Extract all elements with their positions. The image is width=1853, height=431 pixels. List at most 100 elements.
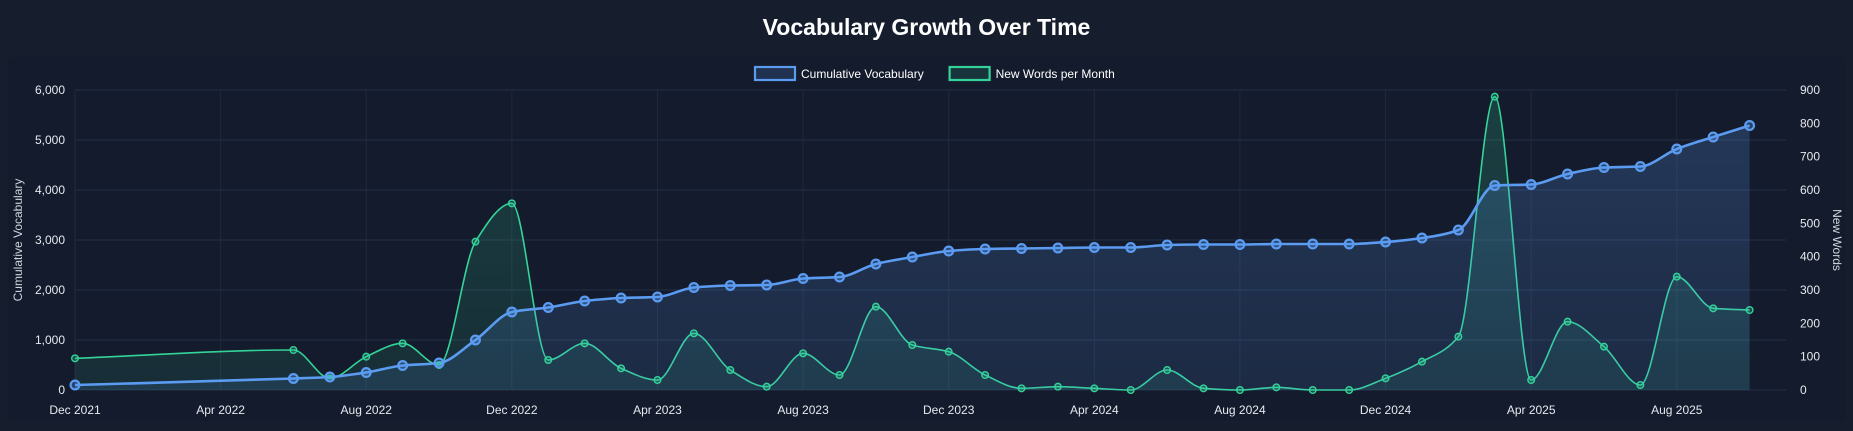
y-right-tick-label: 100 — [1800, 350, 1820, 364]
cumulative-point — [833, 271, 845, 283]
new-words-point — [908, 341, 917, 350]
new-words-point — [1381, 374, 1390, 383]
cumulative-point — [1343, 238, 1355, 250]
new-words-point — [398, 339, 407, 348]
new-words-point — [1672, 272, 1681, 281]
new-words-point — [1599, 342, 1608, 351]
cumulative-point — [324, 371, 336, 383]
new-words-point — [762, 382, 771, 391]
new-words-point — [1126, 386, 1135, 395]
cumulative-point — [1744, 119, 1756, 131]
cumulative-point — [1380, 236, 1392, 248]
new-words-point — [1745, 306, 1754, 315]
new-words-point — [653, 376, 662, 385]
cumulative-point — [870, 258, 882, 270]
new-words-point — [70, 354, 79, 363]
new-words-point — [617, 364, 626, 373]
new-words-point — [799, 349, 808, 358]
legend-swatch-new-words — [948, 65, 991, 82]
y-right-tick-label: 700 — [1800, 150, 1820, 164]
x-tick-label: Dec 2024 — [1360, 403, 1412, 417]
cumulative-point — [1707, 131, 1719, 143]
legend-label-cumulative: Cumulative Vocabulary — [801, 67, 924, 81]
cumulative-point — [433, 357, 445, 369]
cumulative-point — [1088, 242, 1100, 254]
y-right-tick-label: 600 — [1800, 183, 1820, 197]
y-right-tick-label: 500 — [1800, 216, 1820, 230]
new-words-point — [1308, 386, 1317, 395]
y-left-tick-label: 1,000 — [35, 333, 65, 347]
cumulative-point — [688, 282, 700, 294]
y-left-tick-label: 4,000 — [35, 183, 65, 197]
new-words-point — [726, 366, 735, 375]
x-tick-label: Aug 2022 — [341, 403, 393, 417]
new-words-point — [580, 339, 589, 348]
y-right-axis-title: New Words — [1830, 209, 1844, 271]
y-left-tick-label: 3,000 — [35, 233, 65, 247]
cumulative-point — [1416, 232, 1428, 244]
y-right-tick-label: 900 — [1800, 83, 1820, 97]
x-tick-label: Aug 2024 — [1214, 403, 1266, 417]
x-tick-label: Apr 2023 — [633, 403, 682, 417]
cumulative-point — [724, 280, 736, 292]
cumulative-point — [1598, 162, 1610, 174]
new-words-point — [1563, 317, 1572, 326]
cumulative-point — [1234, 239, 1246, 251]
cumulative-point — [1307, 238, 1319, 250]
cumulative-point — [1671, 143, 1683, 155]
chart-title: Vocabulary Growth Over Time — [762, 14, 1091, 40]
x-tick-label: Apr 2022 — [196, 403, 245, 417]
new-words-point — [1417, 357, 1426, 366]
y-right-tick-label: 300 — [1800, 283, 1820, 297]
cumulative-point — [1052, 242, 1064, 254]
new-words-point — [1090, 384, 1099, 393]
new-words-point — [1454, 332, 1463, 341]
cumulative-point — [1525, 179, 1537, 191]
y-right-tick-label: 200 — [1800, 316, 1820, 330]
y-left-axis-title: Cumulative Vocabulary — [11, 179, 25, 302]
x-tick-label: Dec 2022 — [486, 403, 538, 417]
y-right-tick-label: 800 — [1800, 116, 1820, 130]
new-words-point — [507, 199, 516, 208]
new-words-point — [289, 346, 298, 355]
new-words-point — [1163, 366, 1172, 375]
y-right-tick-label: 400 — [1800, 250, 1820, 264]
cumulative-point — [1125, 242, 1137, 254]
cumulative-point — [761, 279, 773, 291]
cumulative-point — [1562, 168, 1574, 180]
legend-swatch-cumulative — [753, 65, 797, 82]
y-left-tick-label: 6,000 — [35, 83, 65, 97]
x-tick-label: Aug 2025 — [1651, 403, 1703, 417]
new-words-point — [362, 352, 371, 361]
x-tick-label: Apr 2025 — [1507, 403, 1556, 417]
cumulative-point — [651, 291, 663, 303]
y-left-tick-label: 5,000 — [35, 133, 65, 147]
new-words-point — [1272, 383, 1281, 392]
cumulative-point — [1489, 180, 1501, 192]
legend-label-new-words: New Words per Month — [996, 67, 1115, 81]
new-words-point — [871, 302, 880, 311]
new-words-point — [1709, 304, 1718, 313]
cumulative-point — [979, 243, 991, 255]
new-words-point — [981, 371, 990, 380]
new-words-point — [944, 347, 953, 356]
new-words-point — [1345, 386, 1354, 395]
cumulative-point — [542, 302, 554, 314]
cumulative-point — [1452, 224, 1464, 236]
cumulative-point — [615, 292, 627, 304]
cumulative-point — [1270, 238, 1282, 250]
y-right-tick-label: 0 — [1800, 383, 1807, 397]
new-words-point — [1490, 92, 1499, 101]
x-tick-label: Apr 2024 — [1070, 403, 1119, 417]
new-words-point — [1199, 384, 1208, 393]
x-tick-label: Dec 2023 — [923, 403, 975, 417]
cumulative-point — [1198, 239, 1210, 251]
cumulative-point — [906, 251, 918, 263]
new-words-point — [1235, 386, 1244, 395]
cumulative-point — [943, 245, 955, 257]
cumulative-point — [69, 379, 81, 391]
x-tick-label: Aug 2023 — [777, 403, 829, 417]
new-words-point — [1053, 382, 1062, 391]
